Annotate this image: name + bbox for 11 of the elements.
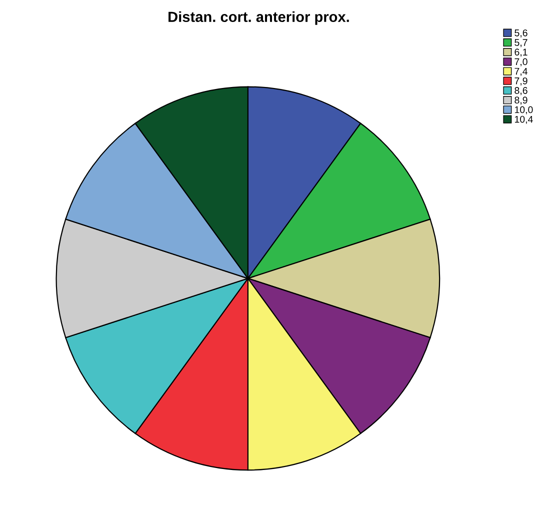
chart-title: Distan. cort. anterior prox.: [168, 11, 349, 25]
legend-label: 7,0: [514, 58, 528, 66]
legend-label: 7,9: [514, 77, 528, 86]
legend-label: 5,6: [514, 29, 528, 38]
legend-label: 10,4: [514, 116, 533, 124]
legend-label: 8,9: [514, 96, 528, 105]
legend-label: 5,7: [514, 39, 528, 48]
legend-label: 6,1: [514, 48, 528, 57]
legend-label: 7,4: [514, 68, 528, 76]
legend-label: 10,0: [514, 106, 533, 114]
legend-label: 8,6: [514, 87, 528, 96]
